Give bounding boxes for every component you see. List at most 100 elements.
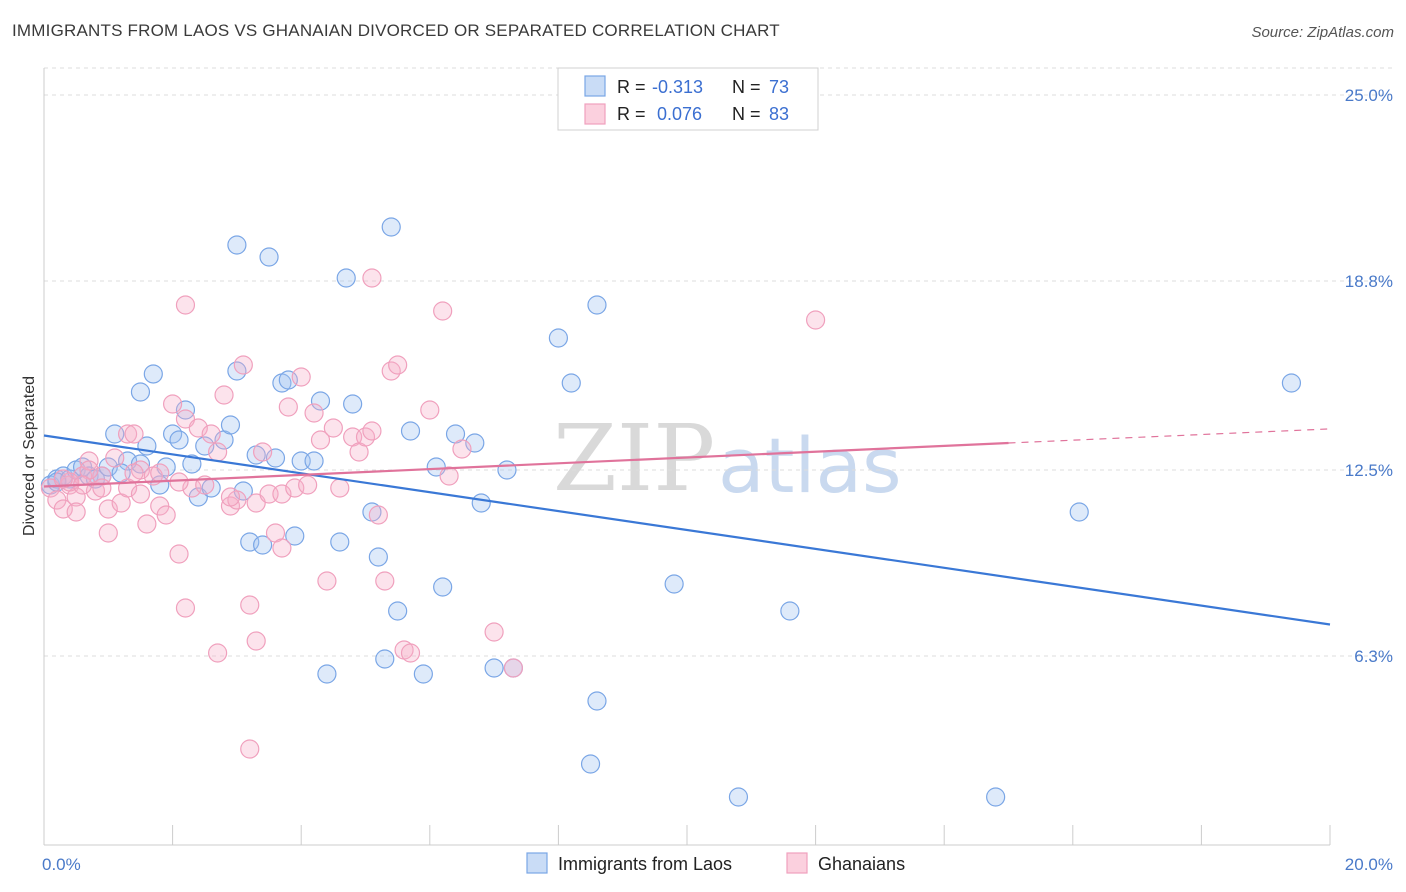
point-ghanaians	[420, 400, 440, 420]
point-laos	[497, 460, 517, 480]
point-ghanaians	[137, 514, 157, 534]
point-ghanaians	[233, 355, 253, 375]
point-laos	[1281, 373, 1302, 393]
y-tick-label: 18.8%	[1345, 272, 1393, 291]
point-laos	[580, 754, 601, 774]
point-laos	[381, 217, 401, 237]
point-ghanaians	[272, 538, 292, 558]
point-ghanaians	[291, 367, 311, 387]
source-label: Source: ZipAtlas.com	[1251, 24, 1394, 41]
point-laos	[143, 364, 163, 384]
point-laos	[336, 268, 356, 288]
point-ghanaians	[150, 463, 170, 483]
point-laos	[1069, 502, 1089, 522]
point-ghanaians	[317, 571, 337, 591]
point-laos	[285, 526, 305, 546]
point-ghanaians	[175, 598, 196, 618]
point-ghanaians	[400, 643, 421, 663]
legend-box: R = -0.313 N = 73 R = 0.076 N = 83	[557, 67, 819, 131]
point-laos	[780, 601, 800, 621]
bottom-legend-label-laos: Immigrants from Laos	[558, 854, 732, 874]
point-laos	[259, 247, 279, 267]
point-laos	[227, 235, 247, 255]
point-ghanaians	[503, 658, 523, 678]
legend-r-label-2: R =	[617, 104, 646, 124]
point-laos	[587, 691, 607, 711]
point-laos	[986, 787, 1006, 807]
point-ghanaians	[98, 523, 118, 543]
point-ghanaians	[240, 739, 260, 759]
point-laos	[400, 421, 421, 441]
point-ghanaians	[169, 544, 189, 564]
watermark-atlas: atlas	[718, 421, 902, 510]
legend-swatch-ghanaians	[584, 103, 606, 125]
point-laos	[433, 577, 453, 597]
x-tick-label: 0.0%	[42, 855, 81, 874]
point-laos	[548, 328, 569, 348]
point-ghanaians	[439, 466, 459, 486]
point-laos	[182, 454, 202, 474]
axes	[43, 68, 1331, 846]
point-laos	[484, 658, 504, 678]
point-ghanaians	[163, 394, 183, 414]
point-ghanaians	[362, 268, 382, 288]
bottom-legend-swatch-ghanaians	[786, 852, 808, 874]
point-ghanaians	[375, 571, 395, 591]
point-ghanaians	[323, 418, 343, 438]
watermark-zip: ZIP	[553, 405, 715, 512]
point-laos	[471, 493, 491, 513]
legend-n-value-2: 83	[769, 104, 789, 124]
point-ghanaians	[124, 463, 144, 483]
trend-line-ghanaians-extension	[1008, 428, 1331, 444]
point-ghanaians	[388, 355, 408, 375]
y-tick-label: 25.0%	[1345, 86, 1393, 105]
point-ghanaians	[253, 442, 273, 462]
point-laos	[330, 532, 350, 552]
point-ghanaians	[330, 478, 350, 498]
bottom-legend: Immigrants from Laos Ghanaians	[526, 852, 905, 874]
point-laos	[253, 535, 273, 555]
point-laos	[130, 382, 151, 402]
trend-line-laos	[43, 434, 1331, 626]
point-laos	[169, 430, 189, 450]
point-ghanaians	[246, 631, 266, 651]
point-ghanaians	[298, 475, 318, 495]
point-ghanaians	[169, 472, 189, 492]
point-laos	[368, 547, 388, 567]
point-laos	[664, 574, 684, 594]
point-ghanaians	[278, 397, 298, 417]
point-laos	[343, 394, 363, 414]
point-ghanaians	[214, 385, 234, 405]
point-ghanaians	[105, 448, 125, 468]
x-tick-labels: 0.0% 20.0%	[42, 855, 1393, 874]
scatter-points	[40, 217, 1302, 807]
legend-r-value-1: -0.313	[652, 77, 703, 97]
point-laos	[388, 601, 408, 621]
point-laos	[561, 373, 581, 393]
legend-n-label-2: N =	[732, 104, 761, 124]
y-tick-labels: 6.3% 12.5% 18.8% 25.0%	[1345, 86, 1393, 666]
point-ghanaians	[805, 310, 826, 330]
point-laos	[304, 451, 324, 471]
point-ghanaians	[362, 421, 382, 441]
legend-r-value-2: 0.076	[657, 104, 702, 124]
bottom-legend-swatch-laos	[526, 852, 548, 874]
trend-lines	[43, 428, 1331, 626]
point-ghanaians	[240, 595, 260, 615]
point-laos	[220, 415, 241, 435]
legend-swatch-laos	[584, 75, 606, 97]
point-ghanaians	[124, 424, 144, 444]
y-tick-label: 12.5%	[1345, 461, 1393, 480]
point-laos	[728, 787, 749, 807]
point-ghanaians	[156, 505, 176, 525]
point-ghanaians	[208, 643, 228, 663]
point-laos	[413, 664, 433, 684]
point-ghanaians	[310, 430, 331, 450]
trend-line-ghanaians	[43, 441, 1009, 488]
chart-title: IMMIGRANTS FROM LAOS VS GHANAIAN DIVORCE…	[12, 21, 780, 40]
legend-n-value-1: 73	[769, 77, 789, 97]
point-laos	[317, 664, 337, 684]
legend-r-label-1: R =	[617, 77, 646, 97]
point-ghanaians	[53, 469, 73, 489]
